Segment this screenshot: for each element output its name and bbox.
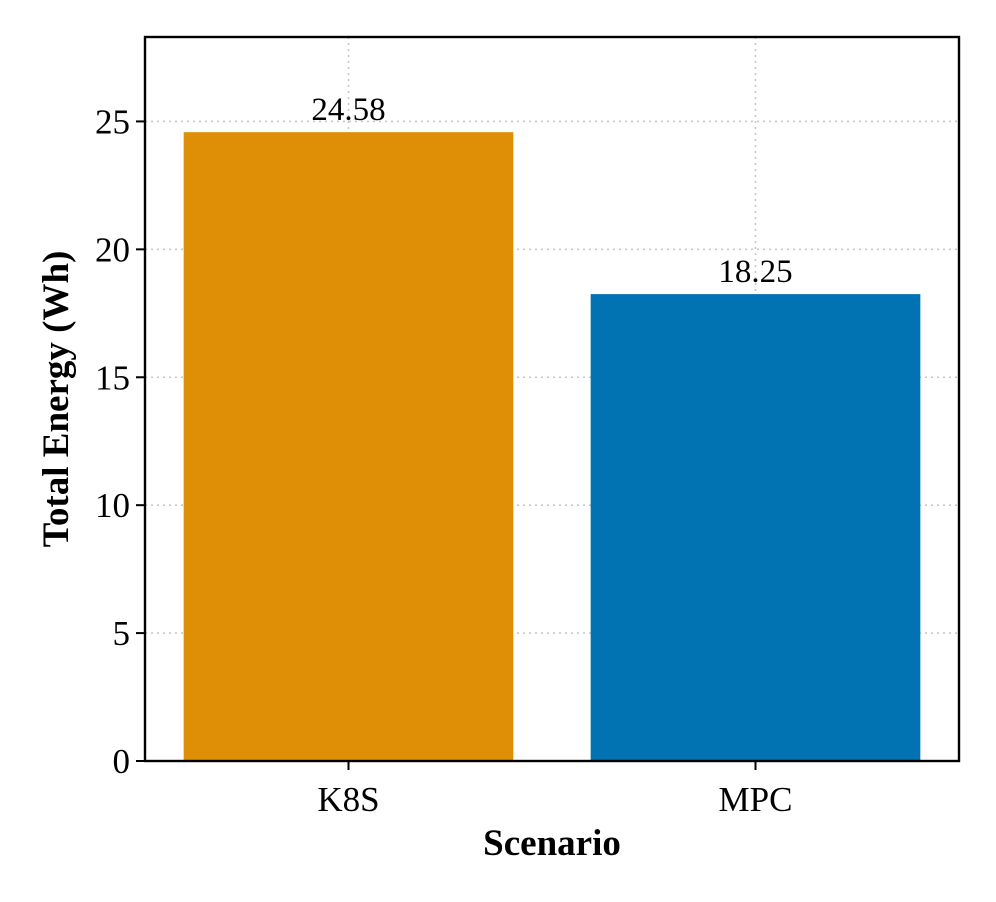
bar-value-label: 24.58 — [311, 92, 385, 128]
bar-k8s — [183, 132, 514, 762]
x-axis-title: Scenario — [483, 823, 621, 864]
y-tick-label: 0 — [113, 742, 131, 781]
y-tick-label: 10 — [95, 486, 130, 525]
x-tick-label: MPC — [719, 780, 793, 819]
x-tick-label: K8S — [317, 780, 379, 819]
y-axis-title: Total Energy (Wh) — [36, 251, 77, 548]
bar-value-label: 18.25 — [718, 254, 792, 290]
y-tick-label: 20 — [95, 230, 130, 269]
data-labels: 24.58 18.25 — [311, 92, 792, 290]
bar-mpc — [590, 294, 921, 761]
axis-ticks: 0 5 10 15 20 25 K8S MPC — [95, 102, 792, 819]
plot-frame — [143, 35, 961, 763]
y-tick-label: 25 — [95, 102, 130, 141]
y-tick-label: 15 — [95, 358, 130, 397]
bars — [183, 132, 921, 762]
y-tick-label: 5 — [113, 614, 131, 653]
